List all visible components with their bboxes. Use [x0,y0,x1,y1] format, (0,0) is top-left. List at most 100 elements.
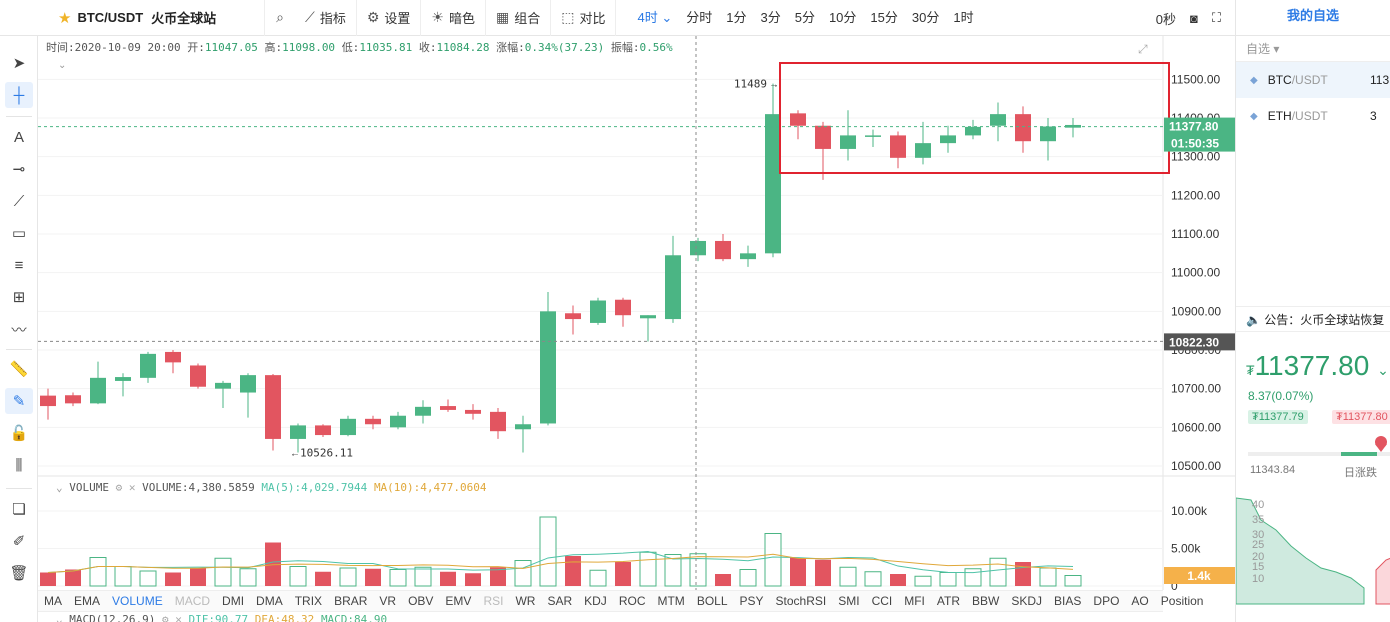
volume-ma10: MA(10):4,477.0604 [373,481,487,494]
indicator-mfi[interactable]: MFI [904,594,925,608]
collapse-chevron-icon[interactable]: ⌄ [56,481,63,494]
volume-infobar: ⌄ VOLUME ⚙ ✕ VOLUME:4,380.5859 MA(5):4,0… [56,481,487,494]
dark-mode-button[interactable]: ☀ 暗色 [421,0,486,36]
text-tool-icon[interactable]: A [13,128,24,146]
collapse-chevron-icon[interactable]: ⌄ [56,613,63,622]
timeframe-10m[interactable]: 10分 [828,9,857,25]
bookmark-icon[interactable]: ❏ [12,501,26,518]
indicator-bbw[interactable]: BBW [972,594,1000,608]
wave-icon[interactable]: 〰 [11,321,27,339]
timeframe-1h[interactable]: 1时 [953,9,974,25]
timeframe-3m[interactable]: 3分 [760,9,781,25]
ruler-icon[interactable]: 📏 [9,361,29,378]
rectangle-icon[interactable]: ▭ [11,225,27,242]
indicator-sar[interactable]: SAR [547,594,573,608]
candle-body [465,409,481,414]
timeframe-30m[interactable]: 30分 [911,9,940,25]
indicator-ao[interactable]: AO [1131,594,1149,608]
gear-icon[interactable]: ⚙ [115,481,123,494]
right-panel: 我的自选 自选 ▾ ◆ BTC/USDT 113 ◆ ETH/USDT 3 🔈 … [1235,0,1390,622]
indicator-skdj[interactable]: SKDJ [1011,594,1043,608]
parallel-lines-icon[interactable]: ≡ [14,256,24,274]
volume-bar [615,562,631,586]
indicator-smi[interactable]: SMI [838,594,860,608]
tab-watchlist[interactable]: 我的自选 [1236,0,1390,36]
volume-ma-lines [47,550,1074,574]
symbol-selector[interactable]: ★ BTC/USDT 火币全球站 [0,0,265,36]
candle-body [840,135,856,149]
fullscreen-icon[interactable]: ⛶ [1211,10,1221,25]
indicator-stochrsi[interactable]: StochRSI [775,594,827,608]
indicator-roc[interactable]: ROC [618,594,646,608]
volume-bar [989,557,1007,587]
watchlist-filter[interactable]: 自选 ▾ [1236,36,1390,62]
open-label: 开: [187,41,205,54]
watchlist-item-btc[interactable]: ◆ BTC/USDT 113 [1236,62,1390,98]
candle-countdown-text: 01:50:35 [1171,137,1219,151]
lock-icon[interactable]: 🔓 [9,425,29,442]
settings-button[interactable]: ⚙ 设置 [357,0,422,36]
indicator-ma[interactable]: MA [44,594,62,608]
indicator-dma[interactable]: DMA [256,594,283,608]
indicator-macd[interactable]: MACD [174,594,211,608]
indicator-dmi[interactable]: DMI [222,594,245,608]
indicator-cci[interactable]: CCI [871,594,893,608]
gear-icon[interactable]: ⚙ [161,613,169,622]
chart-area[interactable]: 11500.0011400.0011300.0011200.0011100.00… [38,36,1235,622]
timeframe-15m[interactable]: 15分 [870,9,898,25]
candle-body [165,351,181,363]
timeframe-5m[interactable]: 5分 [794,9,815,25]
day-range-slider [1248,436,1390,456]
candle-body [515,424,531,430]
indicator-bias[interactable]: BIAS [1054,594,1082,608]
indicator-psy[interactable]: PSY [739,594,764,608]
candle-body [340,418,356,436]
indicator-vr[interactable]: VR [379,594,397,608]
indicator-rsi[interactable]: RSI [483,594,504,608]
indicator-brar[interactable]: BRAR [334,594,368,608]
volume-bar [239,568,257,587]
search-icon[interactable]: ⌕ [276,9,284,25]
crosshair-icon[interactable]: ┼ [5,82,33,108]
price-tick-label: 10900.00 [1171,304,1221,318]
indicator-ema[interactable]: EMA [74,594,101,608]
indicator-wr[interactable]: WR [515,594,536,608]
timeframe-4h[interactable]: 4时 ⌄ [637,9,673,25]
close-icon[interactable]: ✕ [128,481,136,494]
candlestick-chart[interactable]: 11500.0011400.0011300.0011200.0011100.00… [38,36,1235,590]
timeframe-1m[interactable]: 1分 [726,9,747,25]
indicator-trix[interactable]: TRIX [294,594,323,608]
indicator-dpo[interactable]: DPO [1093,594,1120,608]
indicator-kdj[interactable]: KDJ [584,594,607,608]
chevron-down-icon: ⌄ [1377,362,1389,378]
trash-icon[interactable]: 🗑 [9,565,29,582]
camera-icon[interactable]: ◙ [1190,10,1198,26]
trend-line-icon[interactable]: ⟋ [13,192,25,210]
indicators-button[interactable]: ⟋ 指标 [295,0,357,36]
cursor-icon[interactable]: ➤ [12,55,26,72]
indicator-boll[interactable]: BOLL [696,594,728,608]
star-icon[interactable]: ★ [58,9,72,27]
candle-body [590,300,606,323]
indicator-position[interactable]: Position [1160,594,1204,608]
horizontal-line-icon[interactable]: ⊸ [12,161,26,178]
price-tick-label: 10500.00 [1171,459,1221,473]
fibonacci-icon[interactable]: ⊞ [12,289,26,306]
pen-icon[interactable]: ✎ [5,388,33,414]
compare-button[interactable]: ⬚ 对比 [551,0,617,36]
indicator-atr[interactable]: ATR [936,594,961,608]
edit-list-icon[interactable]: ✐ [12,533,26,550]
close-icon[interactable]: ✕ [175,613,182,622]
watchlist-item-eth[interactable]: ◆ ETH/USDT 3 [1236,98,1390,134]
expand-icon[interactable]: ⤢ [1137,42,1148,56]
layout-button[interactable]: ▦ 组合 [486,0,552,36]
candles-icon[interactable]: ⫼ [15,456,23,474]
indicator-mtm[interactable]: MTM [657,594,685,608]
indicator-obv[interactable]: OBV [408,594,434,608]
collapse-chevron-icon[interactable]: ⌄ [58,60,66,71]
indicator-emv[interactable]: EMV [445,594,472,608]
timeframe-line[interactable]: 分时 [686,9,713,25]
indicator-volume[interactable]: VOLUME [112,594,163,608]
notice-bar[interactable]: 🔈 公告：火币全球站恢复 [1236,306,1390,332]
candle-body [890,135,906,158]
